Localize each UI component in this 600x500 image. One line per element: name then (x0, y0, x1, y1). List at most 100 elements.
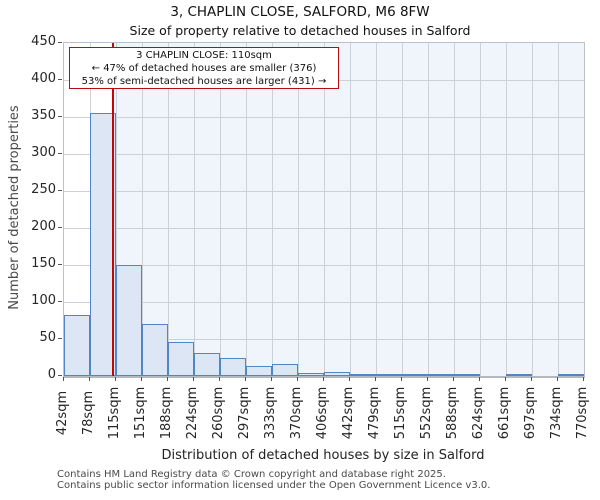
x-tick-mark (505, 377, 507, 381)
y-tick-mark (58, 375, 62, 376)
x-tick-label: 624sqm (470, 386, 486, 440)
histogram-bar (194, 353, 220, 376)
chart-title: 3, CHAPLIN CLOSE, SALFORD, M6 8FW (170, 4, 430, 20)
footer-line-2: Contains public sector information licen… (57, 479, 491, 491)
x-tick-label: 406sqm (315, 386, 330, 440)
histogram-bar (402, 374, 428, 376)
gridline-vertical (298, 43, 299, 376)
x-tick-mark (427, 377, 429, 381)
x-tick-mark (453, 377, 454, 381)
gridline-vertical (376, 43, 377, 376)
histogram-bar (220, 357, 246, 376)
shaded-region-larger-homes (112, 43, 584, 376)
gridline-vertical (142, 43, 143, 376)
annotation-line-3: 53% of semi-detached houses are larger (… (81, 76, 327, 87)
x-tick-label: 78sqm (80, 390, 96, 436)
x-tick-mark (400, 377, 402, 381)
histogram-bar (168, 341, 194, 376)
y-tick-label: 100 (31, 293, 56, 308)
x-tick-mark (193, 377, 194, 381)
y-tick-mark (58, 190, 62, 191)
histogram-bar (324, 371, 350, 376)
x-tick-label: 188sqm (159, 386, 175, 440)
y-tick-mark (58, 116, 62, 117)
x-tick-label: 333sqm (262, 386, 278, 440)
x-tick-mark (297, 377, 299, 381)
x-tick-mark (88, 377, 90, 381)
y-tick-label: 450 (31, 34, 56, 49)
annotation-box: 3 CHAPLIN CLOSE: 110sqm ← 47% of detache… (69, 47, 339, 89)
gridline-vertical (480, 43, 481, 376)
histogram-bar (246, 366, 272, 376)
gridline-vertical (454, 43, 455, 376)
x-tick-label: 770sqm (575, 386, 590, 440)
y-tick-label: 50 (39, 330, 56, 345)
x-tick-label: 442sqm (340, 386, 356, 440)
y-tick-mark (58, 79, 62, 80)
gridline-vertical (402, 43, 403, 376)
gridline-vertical (272, 43, 273, 376)
y-tick-mark (58, 227, 62, 228)
footer: Contains HM Land Registry data © Crown c… (57, 469, 597, 491)
x-tick-mark (167, 377, 169, 381)
gridline-vertical (246, 43, 247, 376)
x-tick-label: 697sqm (522, 386, 538, 440)
y-tick-label: 250 (31, 182, 56, 197)
x-tick-label: 370sqm (289, 386, 305, 440)
histogram-bar (298, 373, 324, 376)
gridline-vertical (532, 43, 533, 376)
x-tick-label: 552sqm (419, 386, 435, 440)
y-tick-mark (58, 42, 62, 43)
x-tick-label: 151sqm (132, 386, 148, 440)
subject-property-marker-line (111, 43, 114, 376)
y-tick-label: 350 (31, 108, 56, 123)
y-tick-mark (58, 301, 62, 302)
x-tick-mark (530, 377, 532, 381)
gridline-vertical (428, 43, 429, 376)
x-tick-label: 115sqm (107, 386, 123, 440)
x-tick-mark (115, 377, 117, 381)
x-tick-mark (63, 377, 64, 381)
x-tick-mark (375, 377, 377, 381)
y-tick-label: 400 (31, 71, 56, 86)
x-tick-label: 479sqm (367, 386, 383, 440)
gridline-vertical (116, 43, 117, 376)
x-tick-label: 260sqm (210, 386, 226, 440)
y-tick-label: 150 (31, 256, 56, 271)
histogram-bar (428, 374, 454, 376)
y-tick-mark (58, 153, 62, 154)
gridline-vertical (558, 43, 559, 376)
x-tick-label: 42sqm (55, 390, 70, 436)
x-tick-label: 297sqm (237, 386, 253, 440)
x-tick-label: 515sqm (392, 386, 408, 440)
y-tick-label: 200 (31, 219, 56, 234)
x-tick-label: 661sqm (497, 386, 513, 440)
x-axis-title: Distribution of detached houses by size … (161, 448, 485, 463)
x-tick-label: 588sqm (445, 386, 460, 440)
y-tick-label: 300 (31, 145, 56, 160)
gridline-vertical (220, 43, 221, 376)
x-tick-label: 734sqm (549, 386, 565, 440)
histogram-bar (376, 374, 402, 376)
x-tick-mark (218, 377, 220, 381)
y-tick-label: 0 (47, 367, 56, 382)
gridline-vertical (324, 43, 325, 376)
x-tick-mark (270, 377, 272, 381)
y-axis-title: Number of detached properties (7, 105, 22, 310)
annotation-line-2: ← 47% of detached houses are smaller (37… (91, 63, 317, 74)
x-tick-mark (323, 377, 324, 381)
footer-line-1: Contains HM Land Registry data © Crown c… (57, 469, 446, 480)
x-tick-mark (478, 377, 480, 381)
x-tick-mark (245, 377, 247, 381)
histogram-bar (454, 374, 480, 376)
x-tick-mark (348, 377, 350, 381)
y-tick-mark (58, 264, 62, 265)
gridline-vertical (194, 43, 195, 376)
histogram-bar (116, 265, 142, 376)
gridline-vertical (506, 43, 507, 376)
chart-subtitle: Size of property relative to detached ho… (129, 23, 471, 38)
x-tick-mark (583, 377, 584, 381)
histogram-bar (558, 374, 584, 376)
x-tick-mark (140, 377, 142, 381)
histogram-bar (350, 373, 376, 376)
